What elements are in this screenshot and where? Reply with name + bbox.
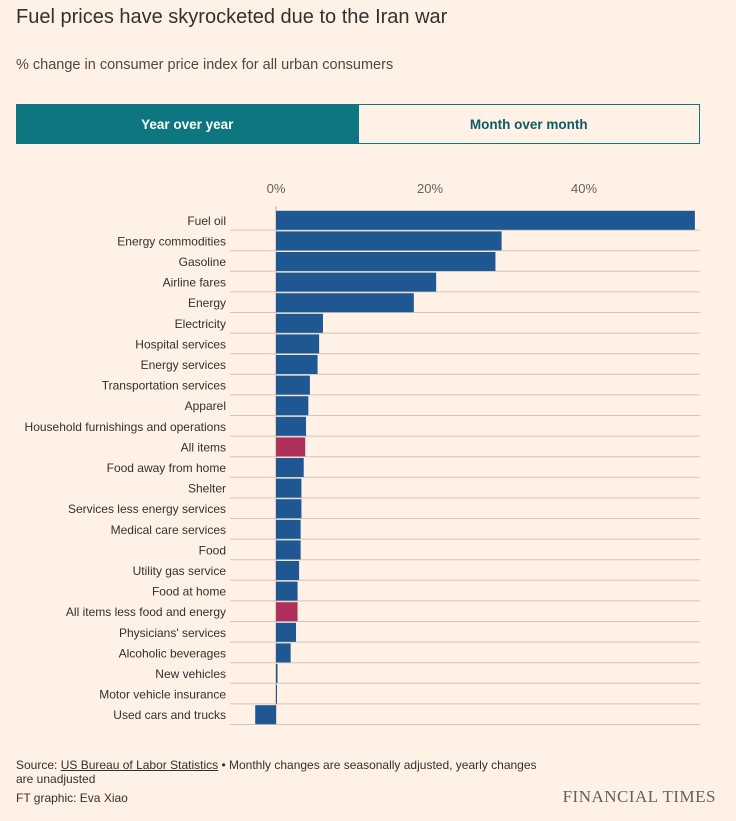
bar (276, 602, 298, 622)
category-label: Airline fares (163, 276, 226, 290)
category-label: Shelter (188, 482, 226, 496)
x-tick-label: 20% (417, 181, 443, 196)
ft-logo: FINANCIAL TIMES (562, 787, 716, 806)
bar (276, 396, 309, 416)
category-label: All items (181, 440, 226, 454)
category-label: All items less food and energy (66, 605, 226, 619)
category-label: New vehicles (155, 667, 226, 681)
bar (276, 581, 298, 601)
category-label: Motor vehicle insurance (99, 688, 226, 702)
bar (276, 561, 300, 580)
bar-chart: 0% 20% 40% Fuel oil Energy commodities Gasoli… (25, 181, 700, 725)
bar (276, 458, 304, 477)
category-label: Food away from home (107, 461, 227, 475)
bar (276, 437, 306, 457)
category-label: Apparel (185, 399, 226, 413)
period-toggle: Year over year Month over month (16, 104, 700, 144)
bar (276, 313, 323, 333)
bar (276, 210, 695, 230)
category-label: Used cars and trucks (113, 708, 226, 722)
chart-title: Fuel prices have skyrocketed due to the … (16, 6, 448, 28)
source-note-text: • Monthly changes are seasonally adjuste… (16, 758, 537, 786)
bar (276, 519, 301, 539)
bar (276, 622, 297, 642)
graphic-credit: FT graphic: Eva Xiao (16, 791, 128, 805)
category-label: Food at home (152, 585, 226, 599)
category-label: Household furnishings and operations (25, 420, 226, 434)
bar (276, 334, 320, 354)
category-label: Food (199, 543, 226, 557)
x-tick-label: 0% (267, 181, 286, 196)
bar (276, 375, 310, 395)
category-label: Energy (188, 296, 226, 310)
source-prefix: Source: (16, 758, 61, 772)
category-label: Energy commodities (117, 234, 226, 248)
bar (276, 231, 502, 251)
source-note: Source: US Bureau of Labor Statistics • … (16, 758, 546, 786)
category-label: Fuel oil (187, 214, 226, 228)
bar (276, 643, 291, 663)
category-label: Energy services (141, 358, 226, 372)
category-label: Gasoline (179, 255, 227, 269)
category-label: Electricity (175, 317, 226, 331)
month-over-month-tab[interactable]: Month over month (358, 104, 700, 144)
category-label: Medical care services (111, 523, 226, 537)
bar (276, 684, 277, 704)
bar (276, 664, 278, 683)
category-label: Hospital services (135, 337, 226, 351)
category-label: Utility gas service (133, 564, 227, 578)
bar (276, 355, 318, 374)
bar (276, 293, 414, 313)
bar (276, 272, 437, 292)
year-over-year-tab[interactable]: Year over year (16, 104, 359, 144)
bar (276, 540, 301, 560)
chart-subtitle: % change in consumer price index for all… (16, 57, 394, 73)
category-label: Services less energy services (68, 502, 226, 516)
x-tick-label: 40% (571, 181, 597, 196)
bar (276, 499, 302, 519)
source-link[interactable]: US Bureau of Labor Statistics (60, 758, 219, 772)
category-label: Transportation services (102, 379, 226, 393)
bar (255, 705, 276, 725)
bar (276, 416, 307, 436)
bar (276, 478, 302, 498)
bar (276, 252, 496, 271)
category-label: Physicians' services (119, 626, 226, 640)
category-label: Alcoholic beverages (119, 646, 226, 660)
